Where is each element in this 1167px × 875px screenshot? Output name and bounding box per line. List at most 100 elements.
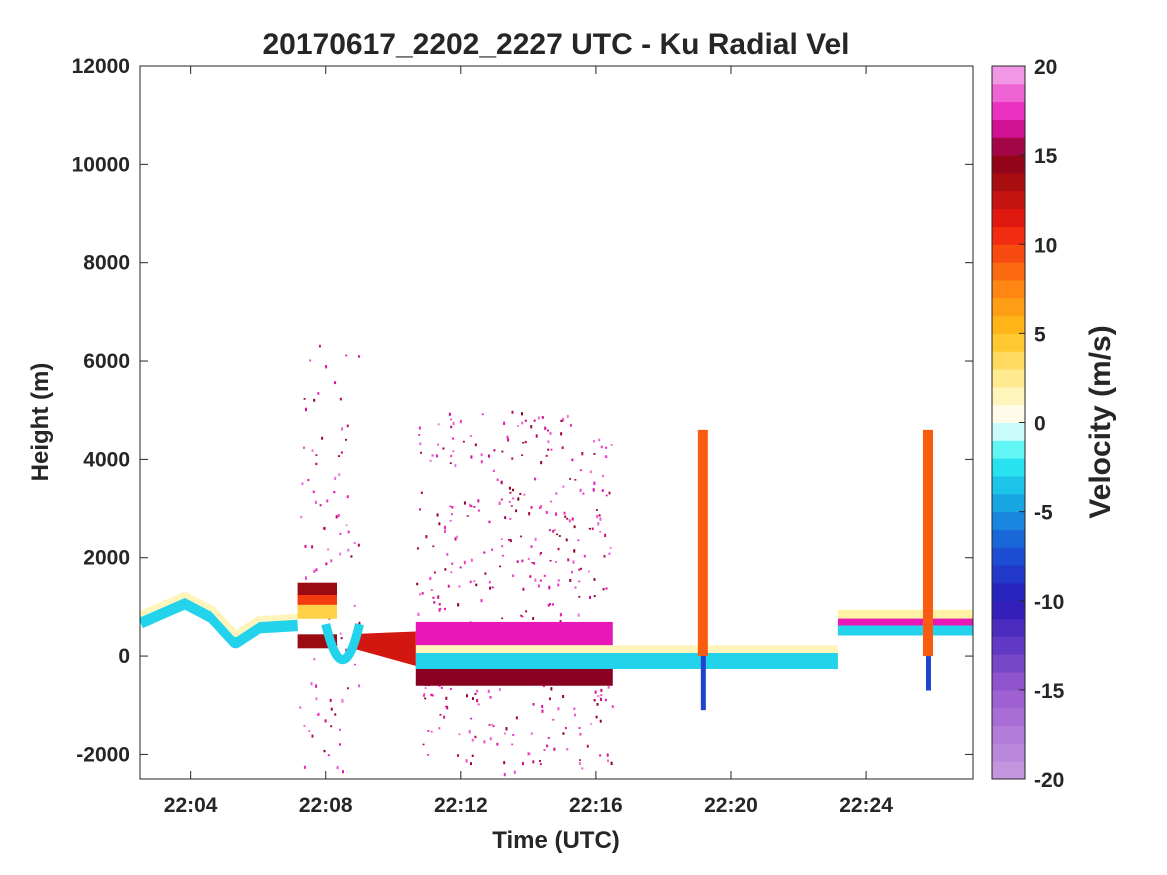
speckle (557, 583, 560, 587)
transition-wedge (353, 631, 416, 666)
speckle (329, 698, 332, 702)
speckle (358, 355, 361, 358)
speckle (489, 696, 492, 699)
speckle (480, 599, 483, 603)
speckle (521, 615, 524, 618)
speckle (541, 709, 544, 713)
speckle (422, 743, 425, 746)
speckle (599, 754, 602, 757)
speckle (325, 365, 328, 369)
speckle (449, 462, 452, 465)
speckle (566, 747, 569, 751)
speckle (417, 612, 420, 616)
speckle (539, 553, 542, 556)
speckle (508, 500, 511, 504)
speckle (550, 687, 553, 691)
speckle (496, 478, 499, 481)
speckle (457, 603, 460, 607)
colorbar-segment (992, 689, 1025, 709)
speckle (533, 419, 536, 422)
speckle (596, 702, 599, 706)
speckle (583, 554, 586, 558)
speckle (433, 571, 436, 574)
speckle (337, 514, 340, 518)
speckle (311, 545, 314, 549)
x-tick-label: 22:24 (839, 794, 893, 817)
speckle (539, 760, 542, 762)
speckle (491, 586, 494, 589)
speckle (600, 445, 603, 449)
speckle (601, 474, 604, 478)
speckle (459, 419, 462, 424)
speckle (303, 724, 306, 727)
speckle (425, 535, 428, 539)
speckle (517, 425, 520, 427)
speckle (476, 689, 479, 693)
y-tick-label: 2000 (83, 547, 130, 570)
speckle (581, 767, 584, 770)
sea-clutter-upper (415, 621, 613, 646)
colorbar-segment (992, 654, 1025, 673)
speckle (430, 589, 433, 591)
speckle (530, 425, 533, 429)
colorbar-segment (992, 404, 1025, 423)
speckle (483, 551, 486, 554)
speckle (477, 499, 480, 503)
speckle (327, 754, 330, 757)
speckle (458, 733, 461, 736)
speckle (451, 506, 454, 509)
speckle (427, 754, 430, 756)
colorbar-segment (992, 529, 1025, 548)
speckle (313, 398, 316, 402)
speckle (611, 705, 614, 709)
speckle (595, 509, 598, 511)
speckle (607, 759, 610, 763)
speckle (527, 752, 530, 756)
speckle (468, 730, 471, 734)
speckle (429, 576, 432, 581)
speckle (574, 479, 577, 481)
speckle (315, 462, 318, 466)
speckle (541, 704, 544, 709)
speckle (540, 504, 543, 509)
speckle (339, 552, 342, 556)
speckle (432, 596, 435, 599)
speckle (357, 543, 360, 547)
speckle (539, 579, 542, 582)
speckle (566, 414, 569, 418)
speckle (591, 527, 594, 530)
speckle (469, 503, 472, 508)
speckle (416, 582, 419, 586)
speckle (424, 687, 427, 690)
speckle (531, 561, 534, 564)
speckle (548, 585, 551, 590)
speckle (606, 753, 609, 757)
speckle (560, 419, 563, 423)
speckle (346, 495, 349, 499)
speckle (565, 538, 568, 542)
speckle (588, 595, 591, 599)
speckle (321, 436, 324, 440)
speckle (489, 737, 492, 741)
speckle (345, 648, 348, 652)
speckle (452, 450, 455, 453)
speckle (438, 608, 441, 612)
speckle (607, 685, 610, 689)
colorbar-segment (992, 172, 1025, 192)
speckle (520, 614, 523, 617)
chart-title: 20170617_2202_2227 UTC - Ku Radial Vel (262, 28, 849, 61)
speckle (444, 568, 447, 571)
colorbar-segment (992, 743, 1025, 762)
speckle (600, 694, 603, 696)
speckle (570, 570, 573, 574)
speckle (608, 491, 611, 495)
colorbar-segment (992, 600, 1025, 620)
speckle (418, 426, 421, 430)
speckle (555, 561, 558, 563)
surface-level-leg (415, 652, 838, 669)
speckle (503, 772, 506, 777)
speckle (556, 533, 559, 536)
speckle (330, 559, 333, 563)
speckle (597, 695, 600, 698)
speckle (325, 562, 328, 566)
